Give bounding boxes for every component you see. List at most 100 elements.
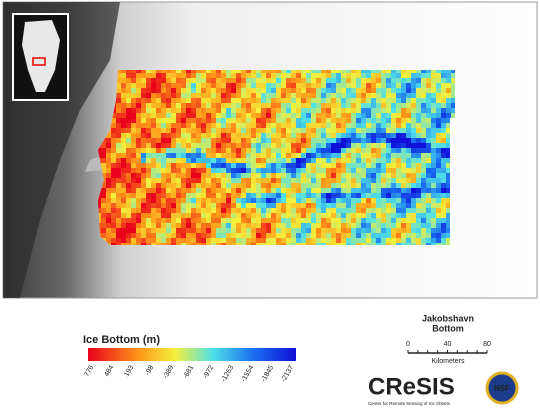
raster-cell — [396, 223, 401, 228]
raster-cell — [386, 70, 391, 73]
raster-cell — [331, 113, 336, 118]
raster-cell — [106, 208, 111, 213]
raster-cell — [371, 218, 376, 223]
raster-cell — [211, 103, 216, 108]
raster-cell — [291, 178, 296, 183]
raster-cell — [371, 83, 376, 88]
raster-cell — [446, 193, 451, 198]
raster-cell — [126, 243, 131, 245]
raster-cell — [186, 238, 191, 243]
raster-cell — [366, 228, 371, 233]
raster-cell — [296, 88, 301, 93]
raster-cell — [171, 203, 176, 208]
raster-cell — [191, 173, 196, 178]
raster-cell — [421, 243, 426, 245]
raster-cell — [231, 243, 236, 245]
raster-cell — [411, 83, 416, 88]
raster-cell — [196, 128, 201, 133]
raster-cell — [141, 98, 146, 103]
raster-cell — [156, 103, 161, 108]
colorbar-tick-label: -2137 — [280, 364, 295, 383]
raster-cell — [186, 188, 191, 193]
raster-cell — [321, 218, 326, 223]
raster-cell — [426, 208, 431, 213]
raster-cell — [311, 218, 316, 223]
raster-cell — [151, 143, 156, 148]
raster-cell — [186, 108, 191, 113]
raster-cell — [121, 108, 126, 113]
raster-cell — [311, 78, 316, 83]
raster-cell — [306, 113, 311, 118]
raster-cell — [171, 78, 176, 83]
raster-cell — [326, 193, 331, 198]
raster-cell — [271, 113, 276, 118]
raster-cell — [346, 93, 351, 98]
raster-cell — [371, 228, 376, 233]
raster-cell — [406, 123, 411, 128]
raster-cell — [186, 223, 191, 228]
raster-cell — [316, 183, 321, 188]
raster-cell — [211, 163, 216, 168]
raster-cell — [276, 93, 281, 98]
raster-cell — [121, 188, 126, 193]
raster-cell — [256, 113, 261, 118]
raster-cell — [261, 193, 266, 198]
raster-cell — [426, 108, 431, 113]
raster-cell — [366, 88, 371, 93]
raster-cell — [196, 158, 201, 163]
raster-cell — [156, 83, 161, 88]
raster-cell — [106, 238, 111, 243]
raster-cell — [351, 158, 356, 163]
raster-cell — [356, 243, 361, 245]
raster-cell — [216, 228, 221, 233]
raster-cell — [241, 178, 246, 183]
raster-cell — [361, 88, 366, 93]
raster-cell — [381, 118, 386, 123]
raster-cell — [246, 178, 251, 183]
raster-cell — [176, 218, 181, 223]
raster-cell — [276, 193, 281, 198]
raster-cell — [251, 243, 256, 245]
raster-cell — [436, 168, 441, 173]
raster-cell — [166, 93, 171, 98]
raster-cell — [411, 70, 416, 73]
raster-cell — [346, 163, 351, 168]
raster-cell — [391, 70, 396, 73]
raster-cell — [276, 228, 281, 233]
raster-cell — [141, 118, 146, 123]
raster-cell — [126, 158, 131, 163]
raster-cell — [366, 188, 371, 193]
raster-cell — [381, 223, 386, 228]
raster-cell — [421, 88, 426, 93]
raster-cell — [151, 183, 156, 188]
raster-cell — [241, 70, 246, 73]
raster-cell — [121, 243, 126, 245]
raster-cell — [426, 143, 431, 148]
raster-cell — [181, 238, 186, 243]
raster-cell — [256, 243, 261, 245]
raster-cell — [176, 183, 181, 188]
raster-cell — [371, 168, 376, 173]
raster-cell — [106, 223, 111, 228]
raster-cell — [366, 113, 371, 118]
raster-cell — [186, 198, 191, 203]
raster-cell — [281, 188, 286, 193]
raster-cell — [426, 123, 431, 128]
raster-cell — [266, 153, 271, 158]
raster-cell — [286, 163, 291, 168]
raster-cell — [436, 73, 441, 78]
raster-cell — [206, 218, 211, 223]
raster-cell — [311, 223, 316, 228]
raster-cell — [251, 108, 256, 113]
raster-cell — [436, 148, 441, 153]
raster-cell — [256, 228, 261, 233]
raster-cell — [286, 198, 291, 203]
raster-cell — [126, 173, 131, 178]
raster-cell — [406, 113, 411, 118]
raster-cell — [201, 243, 206, 245]
raster-cell — [346, 233, 351, 238]
raster-cell — [161, 113, 166, 118]
raster-cell — [311, 203, 316, 208]
raster-cell — [306, 128, 311, 133]
raster-cell — [341, 103, 346, 108]
